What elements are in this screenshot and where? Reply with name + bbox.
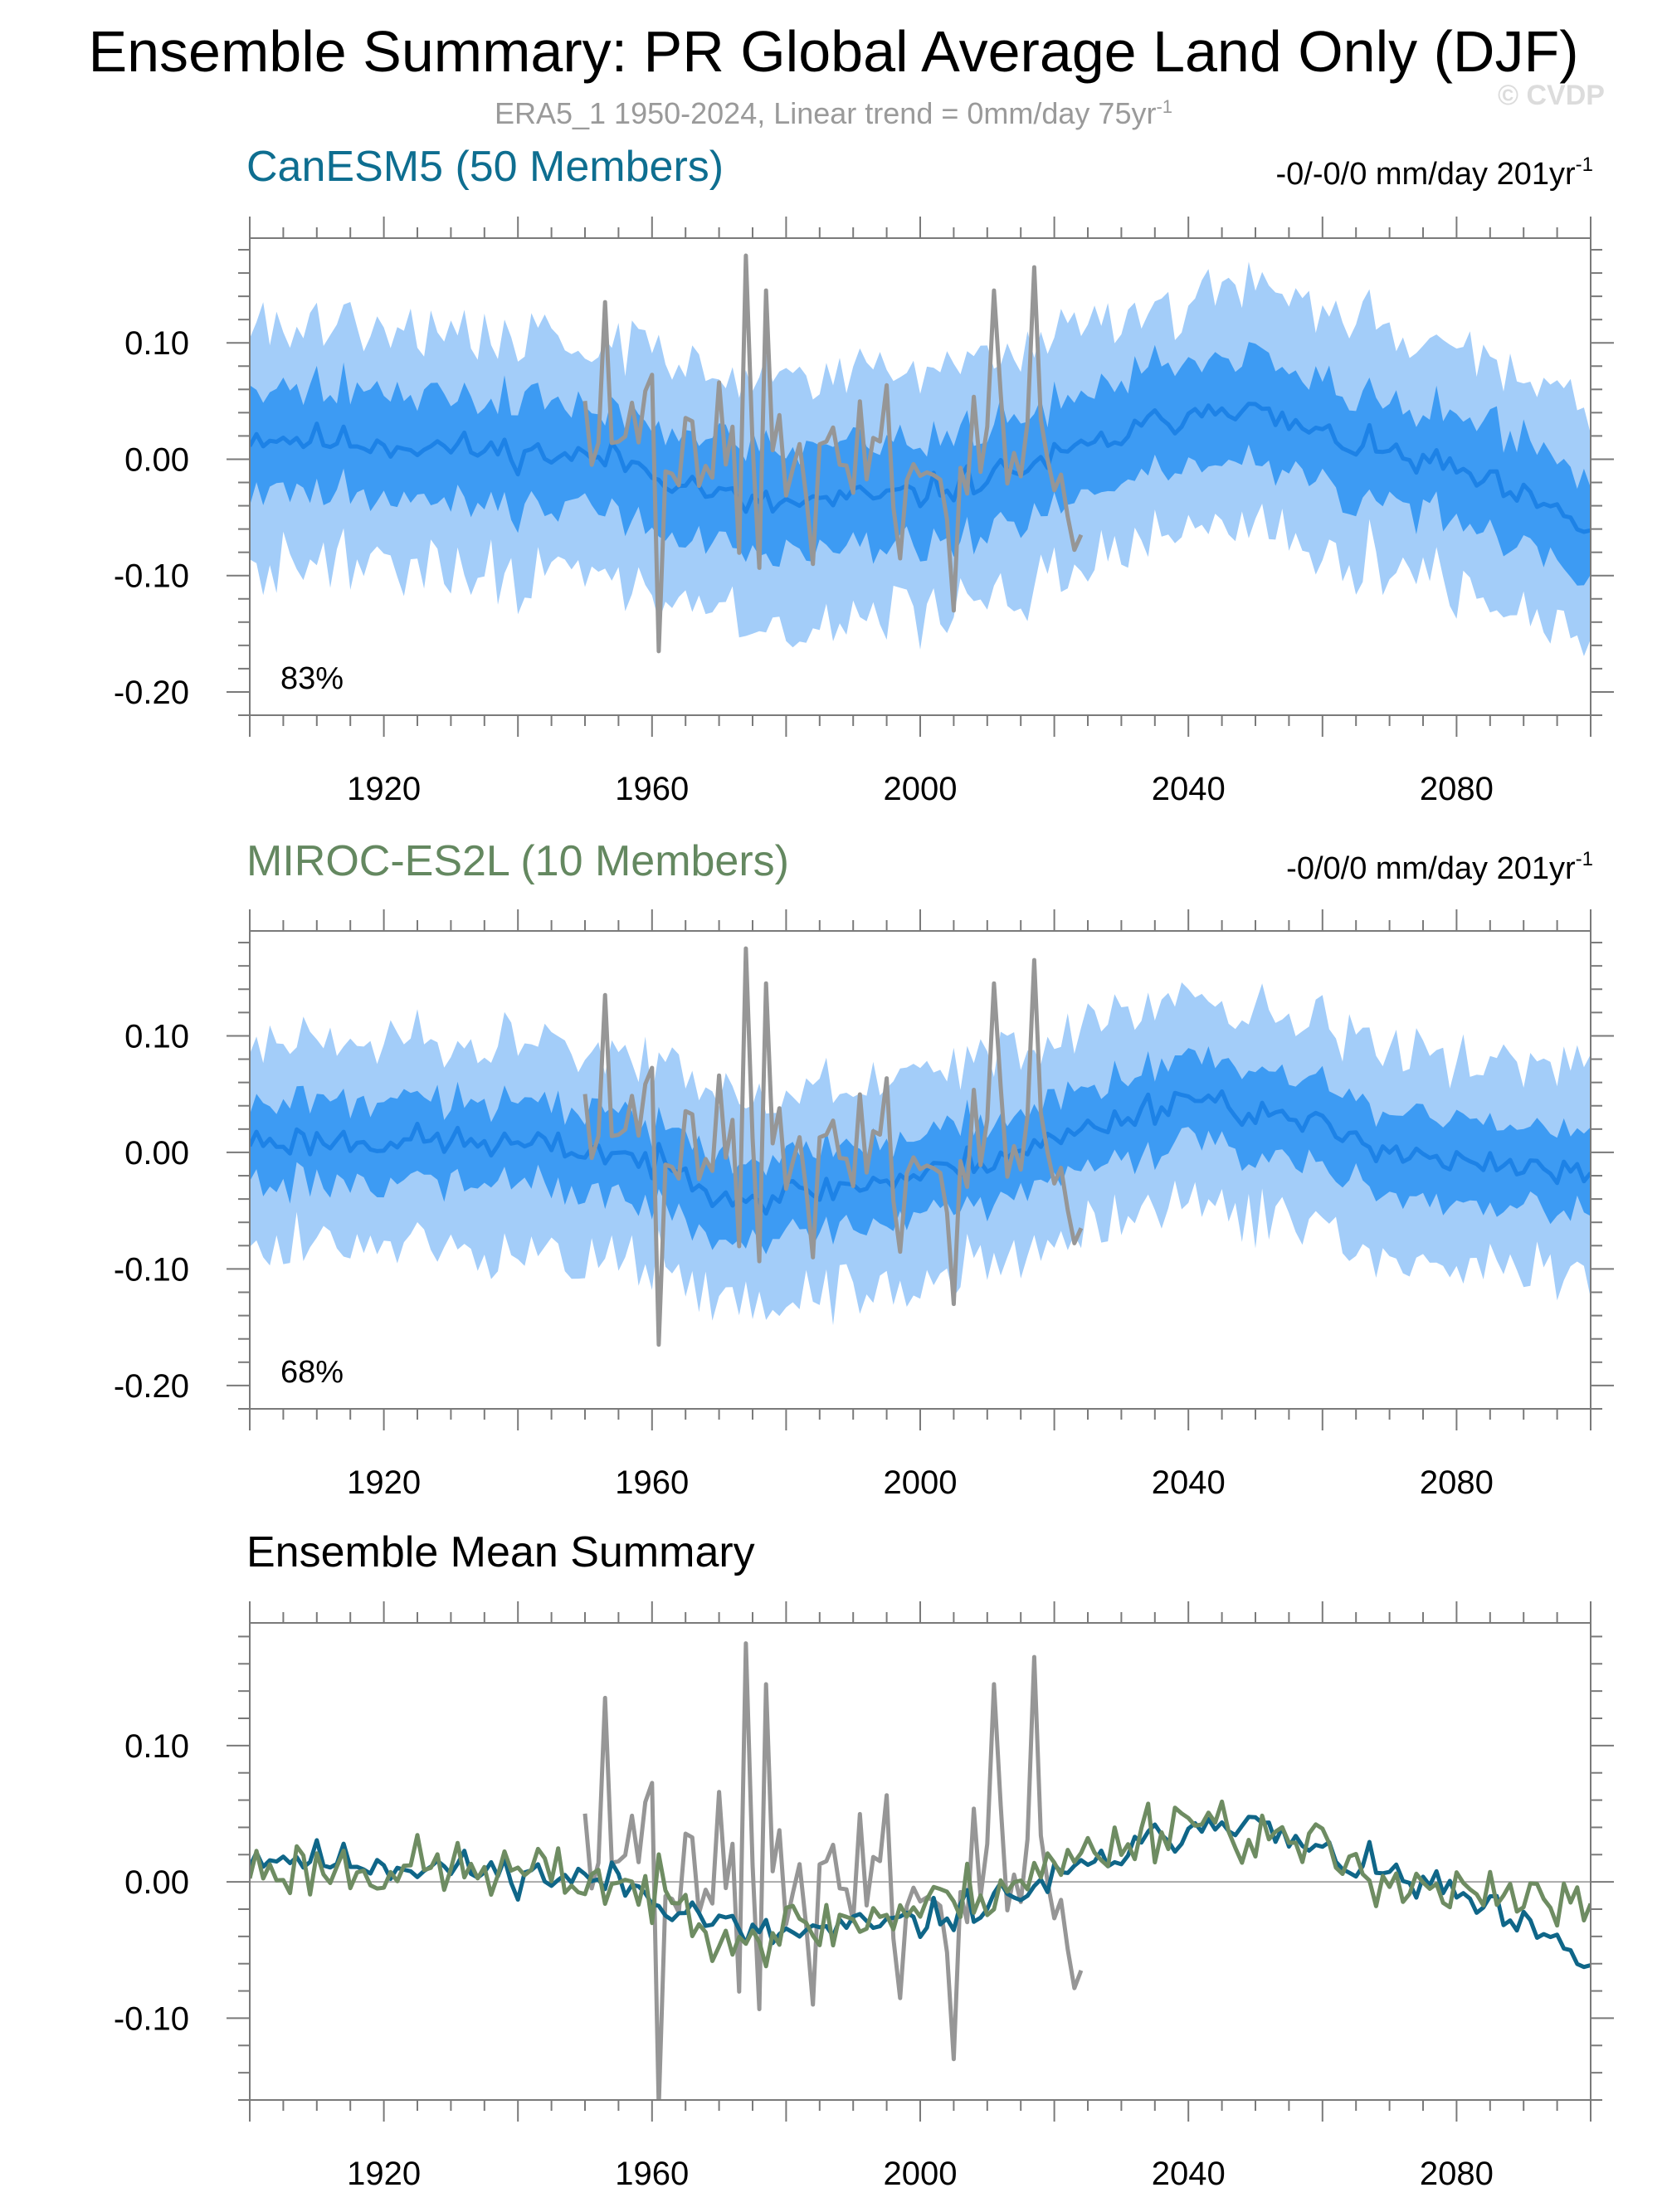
y-tick-label: -0.10 [114,2000,189,2037]
x-tick-label: 2080 [1420,771,1494,807]
y-tick-label: 0.00 [124,441,189,478]
ensemble-mean-line [250,1089,1591,1216]
subtitle-text: ERA5_1 1950-2024, Linear trend = 0mm/day… [494,96,1157,130]
x-tick-label: 1920 [347,1464,421,1501]
miroc-es2l-mean-line [250,1799,1591,1969]
chart-title: MIROC-ES2L (10 Members) [246,837,789,885]
trend-label-exponent: -1 [1576,848,1593,870]
trend-label: -0/-0/0 mm/day 201yr-1 [1276,153,1593,192]
observation-line [582,253,1084,654]
plot-area [250,1641,1591,2100]
x-tick-label: 2000 [884,2156,958,2192]
trend-label-exponent: -1 [1576,153,1593,176]
page-subtitle: ERA5_1 1950-2024, Linear trend = 0mm/day… [0,96,1667,131]
x-tick-label: 1960 [615,1464,689,1501]
canesm5-mean-line [250,1815,1591,1970]
y-tick-label: -0.10 [114,1251,189,1288]
y-tick-label: -0.20 [114,675,189,711]
x-tick-label: 1920 [347,771,421,807]
chart-panel-2: -0.10 0.00 0.10 1920 1960 2000 2040 2080 Ensembl… [114,1528,1614,2192]
ensemble-inner-range [250,1046,1591,1255]
y-tick-label: 0.10 [124,1018,189,1055]
y-tick-label: 0.00 [124,1135,189,1172]
percent-label: 83% [280,661,344,696]
x-tick-label: 2080 [1420,2156,1494,2192]
trend-label: -0/0/0 mm/day 201yr-1 [1286,848,1593,886]
chart-panel-0: -0.20 -0.10 0.00 0.10 1920 1960 2000 2040 2080 Ca… [114,143,1614,807]
plot-area [250,253,1591,656]
percent-label: 68% [280,1355,344,1390]
trend-label-text: -0/-0/0 mm/day 201yr [1276,157,1576,192]
cvdp-watermark: © CVDP [1498,80,1605,111]
x-tick-label: 2000 [884,1464,958,1501]
x-tick-label: 2040 [1152,2156,1226,2192]
observation-line [582,946,1084,1347]
y-tick-label: -0.20 [114,1368,189,1405]
chart-title: Ensemble Mean Summary [246,1528,755,1576]
x-tick-label: 2000 [884,771,958,807]
x-tick-label: 2080 [1420,1464,1494,1501]
x-tick-label: 2040 [1152,1464,1226,1501]
y-tick-label: 0.10 [124,325,189,362]
plot-area [250,946,1591,1347]
page-title: Ensemble Summary: PR Global Average Land… [88,19,1579,84]
trend-label-text: -0/0/0 mm/day 201yr [1286,851,1576,886]
subtitle-exponent: -1 [1156,96,1173,117]
ensemble-mean-line [250,402,1591,534]
x-tick-label: 1960 [615,2156,689,2192]
x-tick-label: 2040 [1152,771,1226,807]
x-tick-label: 1920 [347,2156,421,2192]
y-tick-label: -0.10 [114,558,189,595]
chart-panel-1: -0.20 -0.10 0.00 0.10 1920 1960 2000 2040 2080 MI… [114,837,1614,1501]
y-tick-label: 0.10 [124,1728,189,1765]
y-tick-label: 0.00 [124,1864,189,1901]
x-tick-label: 1960 [615,771,689,807]
observation-line [582,1641,1084,2100]
chart-title: CanESM5 (50 Members) [246,143,724,191]
